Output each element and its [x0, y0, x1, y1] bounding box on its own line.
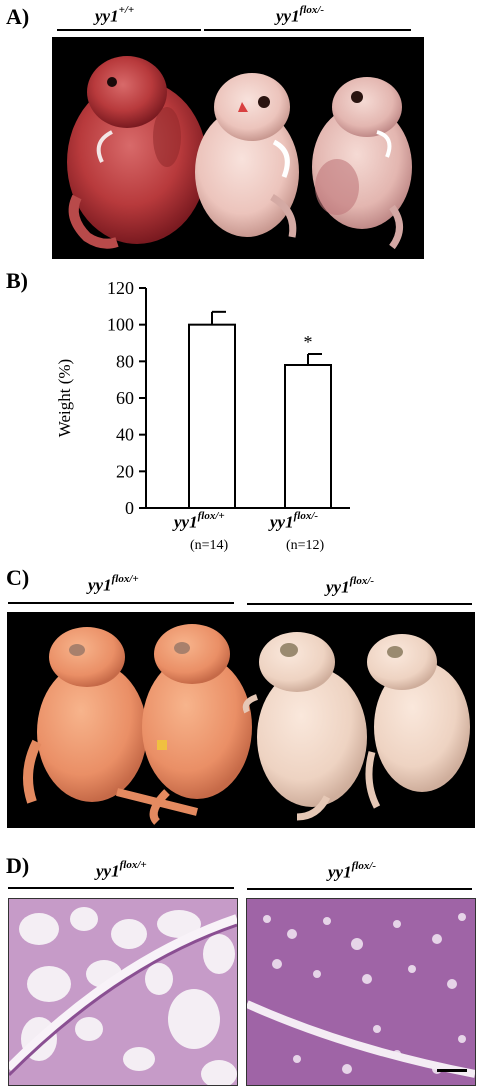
chart-category-label-1: yy1flox/- [270, 510, 319, 533]
genotype-superscript: flox/+ [111, 573, 139, 585]
genotype-superscript: flox/+ [197, 510, 225, 522]
panel-a-genotype-mutant: yy1flox/- [276, 4, 325, 27]
mutant-embryo-2 [312, 77, 412, 250]
panel-c-group-rule-control [8, 602, 234, 604]
y-axis-label: Weight (%) [55, 359, 74, 437]
y-tick-label: 100 [107, 315, 134, 335]
scale-bar [437, 1069, 467, 1072]
weight-bar-chart: 0 20 40 60 80 100 120 Weight (%) * [55, 278, 350, 518]
mutant-pup-1 [242, 632, 367, 821]
y-tick-label: 60 [116, 388, 134, 408]
panel-d-genotype-control: yy1flox/+ [96, 859, 147, 882]
panel-d-histology-mutant [246, 898, 476, 1086]
panel-c-group-rule-mutant [247, 603, 472, 605]
genotype-superscript: flox/+ [119, 859, 147, 871]
panel-a-embryo-photo [52, 37, 424, 259]
panel-d-label: D) [6, 853, 30, 878]
y-tick-label: 0 [125, 498, 134, 518]
bar [188, 323, 236, 509]
genotype-base: yy1 [276, 6, 300, 26]
panel-c-label: C) [6, 565, 30, 590]
y-tick-label: 120 [107, 278, 134, 298]
y-tick-label: 80 [116, 351, 134, 371]
genotype-base: yy1 [270, 512, 294, 532]
control-pup-1 [23, 627, 198, 816]
mutant-embryo-1 [195, 73, 299, 238]
chart-category-n-1: (n=12) [286, 538, 325, 553]
panel-c-genotype-control: yy1flox/+ [88, 573, 139, 596]
genotype-superscript: flox/- [293, 510, 319, 522]
mutant-pup-2 [365, 634, 470, 809]
wildtype-embryo [67, 56, 207, 249]
panel-c-genotype-mutant: yy1flox/- [326, 575, 375, 598]
panel-c-pup-photo [7, 612, 475, 828]
panel-a-group-rule-mutant [204, 29, 411, 31]
y-tick-label: 20 [116, 461, 134, 481]
panel-a-label: A) [6, 4, 30, 29]
genotype-base: yy1 [328, 862, 352, 882]
genotype-base: yy1 [88, 575, 112, 595]
chart-category-n-0: (n=14) [190, 538, 229, 553]
panel-d-histology-control [8, 898, 238, 1086]
genotype-base: yy1 [326, 577, 350, 597]
chart-category-label-0: yy1flox/+ [174, 510, 225, 533]
panel-a-group-rule-wildtype [57, 29, 201, 31]
y-tick-label: 40 [116, 425, 134, 445]
significance-marker: * [304, 332, 313, 352]
panel-d-group-rule-mutant [247, 888, 472, 890]
panel-d-genotype-mutant: yy1flox/- [328, 860, 377, 883]
genotype-base: yy1 [96, 861, 120, 881]
panel-a-genotype-wildtype: yy1+/+ [95, 4, 135, 27]
genotype-superscript: +/+ [118, 4, 135, 16]
genotype-superscript: flox/- [351, 860, 377, 872]
bar [284, 364, 332, 509]
control-pup-2 [142, 624, 252, 825]
panel-b-label: B) [6, 268, 28, 293]
genotype-base: yy1 [174, 512, 198, 532]
genotype-superscript: flox/- [299, 4, 325, 16]
genotype-superscript: flox/- [349, 575, 375, 587]
panel-d-group-rule-control [8, 887, 234, 889]
genotype-base: yy1 [95, 6, 119, 26]
